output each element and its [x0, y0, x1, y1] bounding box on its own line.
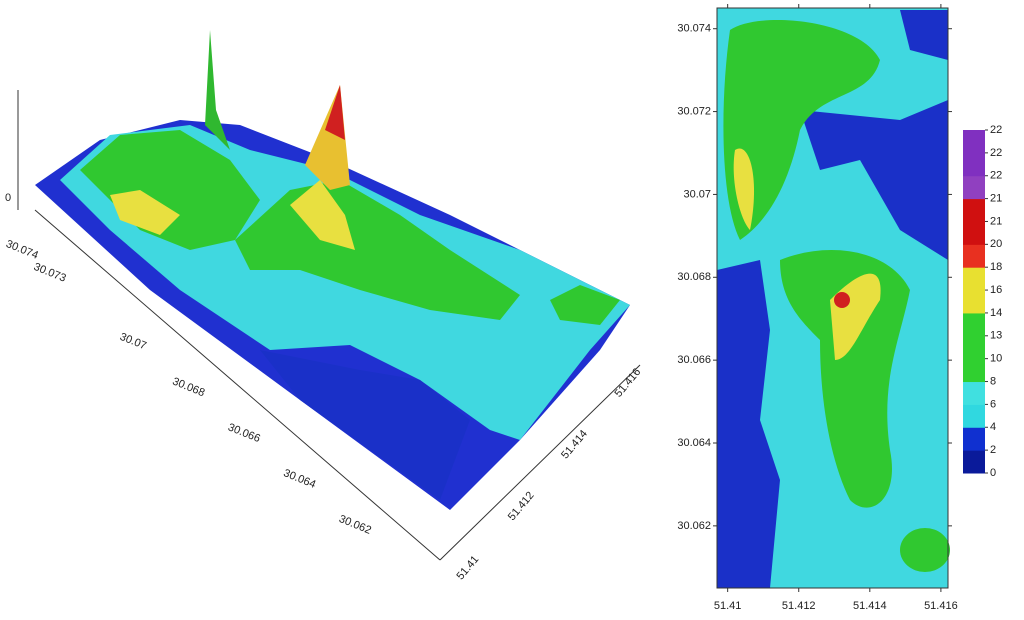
surface-low	[260, 350, 470, 500]
colorbar-band	[963, 152, 985, 177]
y-axis	[439, 364, 641, 561]
x-tick-label: 30.074	[4, 238, 40, 262]
map-low	[717, 260, 780, 588]
y-tick-label: 30.068	[677, 271, 711, 283]
colorbar-label: 6	[990, 398, 996, 410]
colorbar-band	[963, 290, 985, 314]
map-green	[723, 20, 880, 240]
colorbar-label: 8	[990, 375, 996, 387]
surface-green	[80, 130, 260, 250]
colorbar-label: 20	[990, 238, 1002, 250]
colorbar-band	[963, 244, 985, 268]
map	[716, 7, 950, 589]
map-low	[900, 10, 948, 60]
x-axis	[34, 209, 441, 561]
colorbar-band	[963, 358, 985, 383]
x-tick-label: 51.412	[782, 600, 816, 612]
surface-spike	[325, 85, 345, 140]
map-green	[900, 528, 950, 572]
map-yellow	[733, 148, 755, 230]
x-tick-label: 51.41	[714, 600, 742, 612]
y-tick-label: 30.062	[677, 520, 711, 532]
surface-yellow	[290, 180, 355, 250]
x-tick-label: 30.066	[226, 421, 262, 445]
colorbar-label: 18	[990, 261, 1002, 273]
colorbar-label: 2	[990, 444, 996, 456]
colorbar-label: 4	[990, 421, 996, 433]
colorbar-label: 14	[990, 307, 1002, 319]
y-tick-label: 30.07	[683, 188, 711, 200]
colorbar-label: 22	[990, 170, 1002, 182]
colorbar-label: 10	[990, 353, 1002, 365]
x-tick-label: 30.068	[171, 376, 207, 400]
colorbar-label: 21	[990, 215, 1002, 227]
colorbar-label: 0	[990, 467, 996, 479]
colorbar-band	[963, 175, 985, 200]
colorbar-band	[963, 312, 985, 337]
surface	[17, 30, 641, 561]
colorbar-band	[963, 221, 985, 245]
surface-yellow	[110, 190, 180, 235]
x-tick-label: 30.064	[282, 467, 318, 491]
colorbar-label: 22	[990, 147, 1002, 159]
y-tick-label: 51.414	[559, 428, 590, 461]
map-peak	[834, 292, 850, 308]
y-tick-label: 51.416	[613, 366, 644, 399]
y-tick-label: 30.074	[677, 23, 711, 35]
map-green	[780, 250, 910, 508]
colorbar-label: 22	[990, 124, 1002, 136]
colorbar-label: 21	[990, 193, 1002, 205]
y-tick-label: 51.41	[454, 554, 481, 583]
colorbar-band	[963, 130, 985, 154]
x-tick-label: 51.416	[924, 600, 958, 612]
colorbar-band	[963, 450, 985, 474]
y-tick-label: 51.412	[506, 490, 537, 523]
colorbar-band	[963, 427, 985, 451]
map-frame	[716, 7, 949, 589]
y-tick-label: 30.072	[677, 105, 711, 117]
x-tick-label: 30.07	[118, 331, 148, 352]
colorbar-label: 13	[990, 330, 1002, 342]
x-tick-label: 51.414	[853, 600, 887, 612]
colorbar-band	[963, 267, 985, 291]
colorbar-band	[963, 381, 985, 405]
x-tick-label: 30.062	[337, 513, 373, 537]
colorbar-band	[963, 198, 985, 222]
z-tick-label: 0	[5, 192, 11, 204]
x-tick-label: 30.073	[32, 261, 68, 285]
map-low	[800, 100, 948, 260]
surface-green	[550, 285, 620, 325]
surface-spike	[205, 30, 230, 150]
colorbar-label: 16	[990, 284, 1002, 296]
colorbar-band	[963, 335, 985, 360]
y-tick-label: 30.064	[677, 437, 711, 449]
y-tick-label: 30.066	[677, 354, 711, 366]
colorbar-band	[963, 404, 985, 428]
